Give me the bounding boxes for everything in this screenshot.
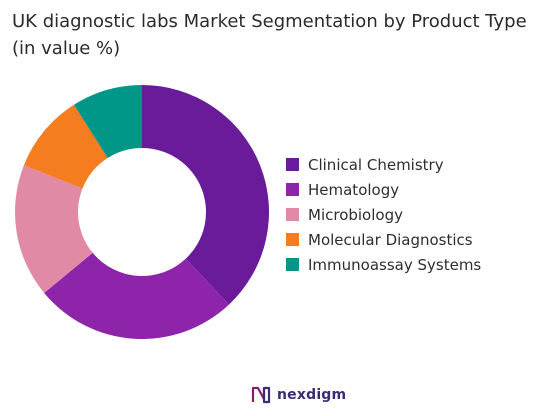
legend-swatch [286, 158, 299, 171]
legend-label: Molecular Diagnostics [308, 230, 473, 249]
donut-slices [15, 85, 269, 339]
legend-swatch [286, 208, 299, 221]
donut-slice-clinical-chemistry [142, 85, 269, 305]
legend-item-clinical-chemistry: Clinical Chemistry [286, 152, 481, 177]
legend-swatch [286, 183, 299, 196]
chart-legend: Clinical Chemistry Hematology Microbiolo… [286, 152, 481, 277]
legend-item-immunoassay-systems: Immunoassay Systems [286, 252, 481, 277]
donut-chart [15, 85, 269, 339]
legend-item-hematology: Hematology [286, 177, 481, 202]
brand: nexdigm [250, 384, 346, 406]
donut-slice-immunoassay-systems [73, 85, 142, 158]
legend-label: Clinical Chemistry [308, 155, 444, 174]
legend-label: Immunoassay Systems [308, 255, 482, 274]
brand-name: nexdigm [277, 387, 347, 403]
legend-swatch [286, 233, 299, 246]
donut-slice-molecular-diagnostics [23, 104, 108, 189]
legend-item-microbiology: Microbiology [286, 202, 481, 227]
legend-label: Hematology [308, 180, 400, 199]
legend-item-molecular-diagnostics: Molecular Diagnostics [286, 227, 481, 252]
chart-title: UK diagnostic labs Market Segmentation b… [12, 11, 527, 59]
donut-slice-hematology [44, 252, 229, 339]
nexdigm-logo-icon [251, 386, 271, 404]
legend-label: Microbiology [308, 205, 403, 224]
legend-swatch [286, 258, 299, 271]
donut-slice-microbiology [15, 165, 93, 293]
